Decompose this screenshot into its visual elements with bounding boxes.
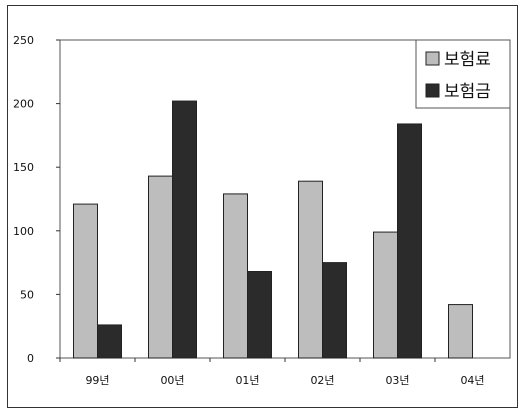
bar-claims	[172, 100, 197, 359]
bar-claims	[97, 324, 122, 359]
bar-premium	[298, 180, 323, 359]
bar-claims	[322, 262, 347, 359]
bar-premium	[73, 203, 98, 359]
bar-premium	[373, 231, 398, 359]
y-tick-label: 0	[27, 352, 34, 365]
bar-premium	[223, 193, 248, 359]
legend-label: 보험료	[444, 50, 491, 70]
x-tick-label: 01년	[235, 374, 259, 387]
x-tick-label: 03년	[385, 374, 409, 387]
legend-label: 보험금	[444, 82, 491, 102]
y-tick-label: 150	[13, 161, 34, 174]
x-tick-label: 04년	[460, 374, 484, 387]
x-tick-label: 00년	[160, 374, 184, 387]
bar-premium	[148, 175, 173, 359]
bar-claims	[397, 123, 422, 359]
bar-claims	[247, 271, 272, 359]
legend-swatch	[425, 51, 440, 66]
y-tick-label: 200	[13, 98, 34, 111]
legend-swatch	[425, 83, 440, 98]
y-tick-label: 100	[13, 225, 34, 238]
bar-premium	[448, 304, 473, 359]
y-tick-label: 50	[20, 288, 34, 301]
x-tick-label: 02년	[310, 374, 334, 387]
x-tick-label: 99년	[85, 374, 109, 387]
y-tick-label: 250	[13, 34, 34, 47]
